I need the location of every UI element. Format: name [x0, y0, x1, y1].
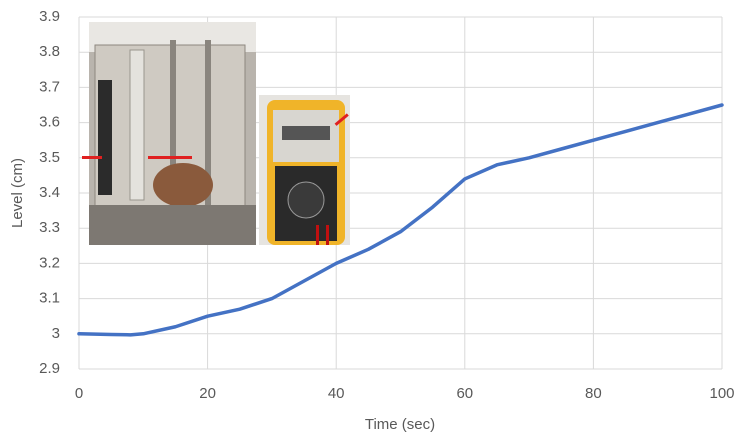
y-tick-label: 3.7	[39, 78, 60, 95]
x-tick-label: 60	[456, 385, 473, 402]
data-line	[77, 103, 724, 337]
inset-photos	[82, 22, 350, 245]
y-tick-label: 2.9	[39, 360, 60, 377]
y-tick-label: 3.6	[39, 114, 60, 131]
y-tick-label: 3.5	[39, 149, 60, 166]
y-tick-label: 3.1	[39, 290, 60, 307]
multimeter-photo	[259, 95, 350, 245]
x-tick-label: 20	[199, 385, 216, 402]
x-tick-label: 80	[585, 385, 602, 402]
y-tick-label: 3.4	[39, 184, 60, 201]
y-tick-label: 3.8	[39, 43, 60, 60]
y-tick-label: 3	[52, 325, 60, 342]
y-tick-label: 3.3	[39, 219, 60, 236]
x-tick-label: 0	[75, 385, 83, 402]
y-tick-label: 3.9	[39, 8, 60, 25]
apparatus-photo	[82, 22, 256, 245]
y-tick-label: 3.2	[39, 254, 60, 271]
y-axis-title: Level (cm)	[9, 158, 26, 228]
x-tick-label: 100	[709, 385, 734, 402]
x-tick-label: 40	[328, 385, 345, 402]
x-axis-title: Time (sec)	[365, 416, 435, 433]
